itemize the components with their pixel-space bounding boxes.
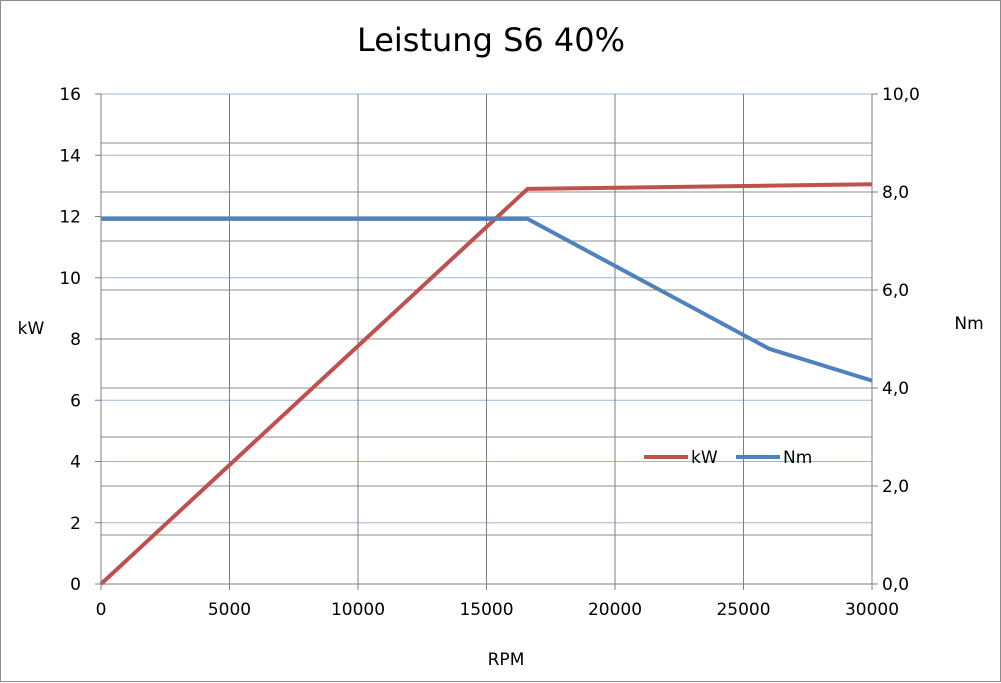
x-tick-label: 10000 [331,600,385,620]
y-left-tick-label: 10 [59,269,81,289]
y-right-tick-label: 6,0 [882,281,909,301]
series-line-kw [99,182,873,586]
y-right-tick-label: 0,0 [882,575,909,595]
y-right-tick-label: 2,0 [882,477,909,497]
grid-lines [101,93,873,584]
y-left-tick-label: 0 [70,575,81,595]
legend-kw-label: kW [691,448,718,468]
chart-title: Leistung S6 40% [357,21,625,59]
legend: kW Nm [644,448,812,468]
series-layer [99,182,873,586]
y-left-tick-label: 14 [59,146,81,166]
legend-nm-label: Nm [783,448,812,468]
series-line-nm [101,216,873,383]
y-right-tick-label: 10,0 [882,85,920,105]
y-left-tick-label: 4 [70,453,81,473]
y-left-tick-label: 6 [70,391,81,411]
x-tick-label: 5000 [208,600,251,620]
y-left-axis-title: kW [18,319,45,339]
x-tick-label: 0 [96,600,107,620]
axis-layer: 0 2 4 6 8 10 12 14 16 0,0 2,0 4,0 6,0 8,0 10,0 0 5000 100… [59,85,920,620]
y-left-tick-label: 12 [59,208,81,228]
x-tick-label: 20000 [588,600,642,620]
x-tick-label: 30000 [845,600,899,620]
x-tick-label: 15000 [459,600,513,620]
y-left-tick-label: 8 [70,330,81,350]
x-axis-title: RPM [488,650,525,670]
y-right-tick-label: 4,0 [882,379,909,399]
y-right-axis-title: Nm [954,314,983,334]
y-left-tick-label: 16 [59,85,81,105]
x-tick-label: 25000 [716,600,770,620]
y-left-tick-label: 2 [70,514,81,534]
y-right-tick-label: 8,0 [882,183,909,203]
